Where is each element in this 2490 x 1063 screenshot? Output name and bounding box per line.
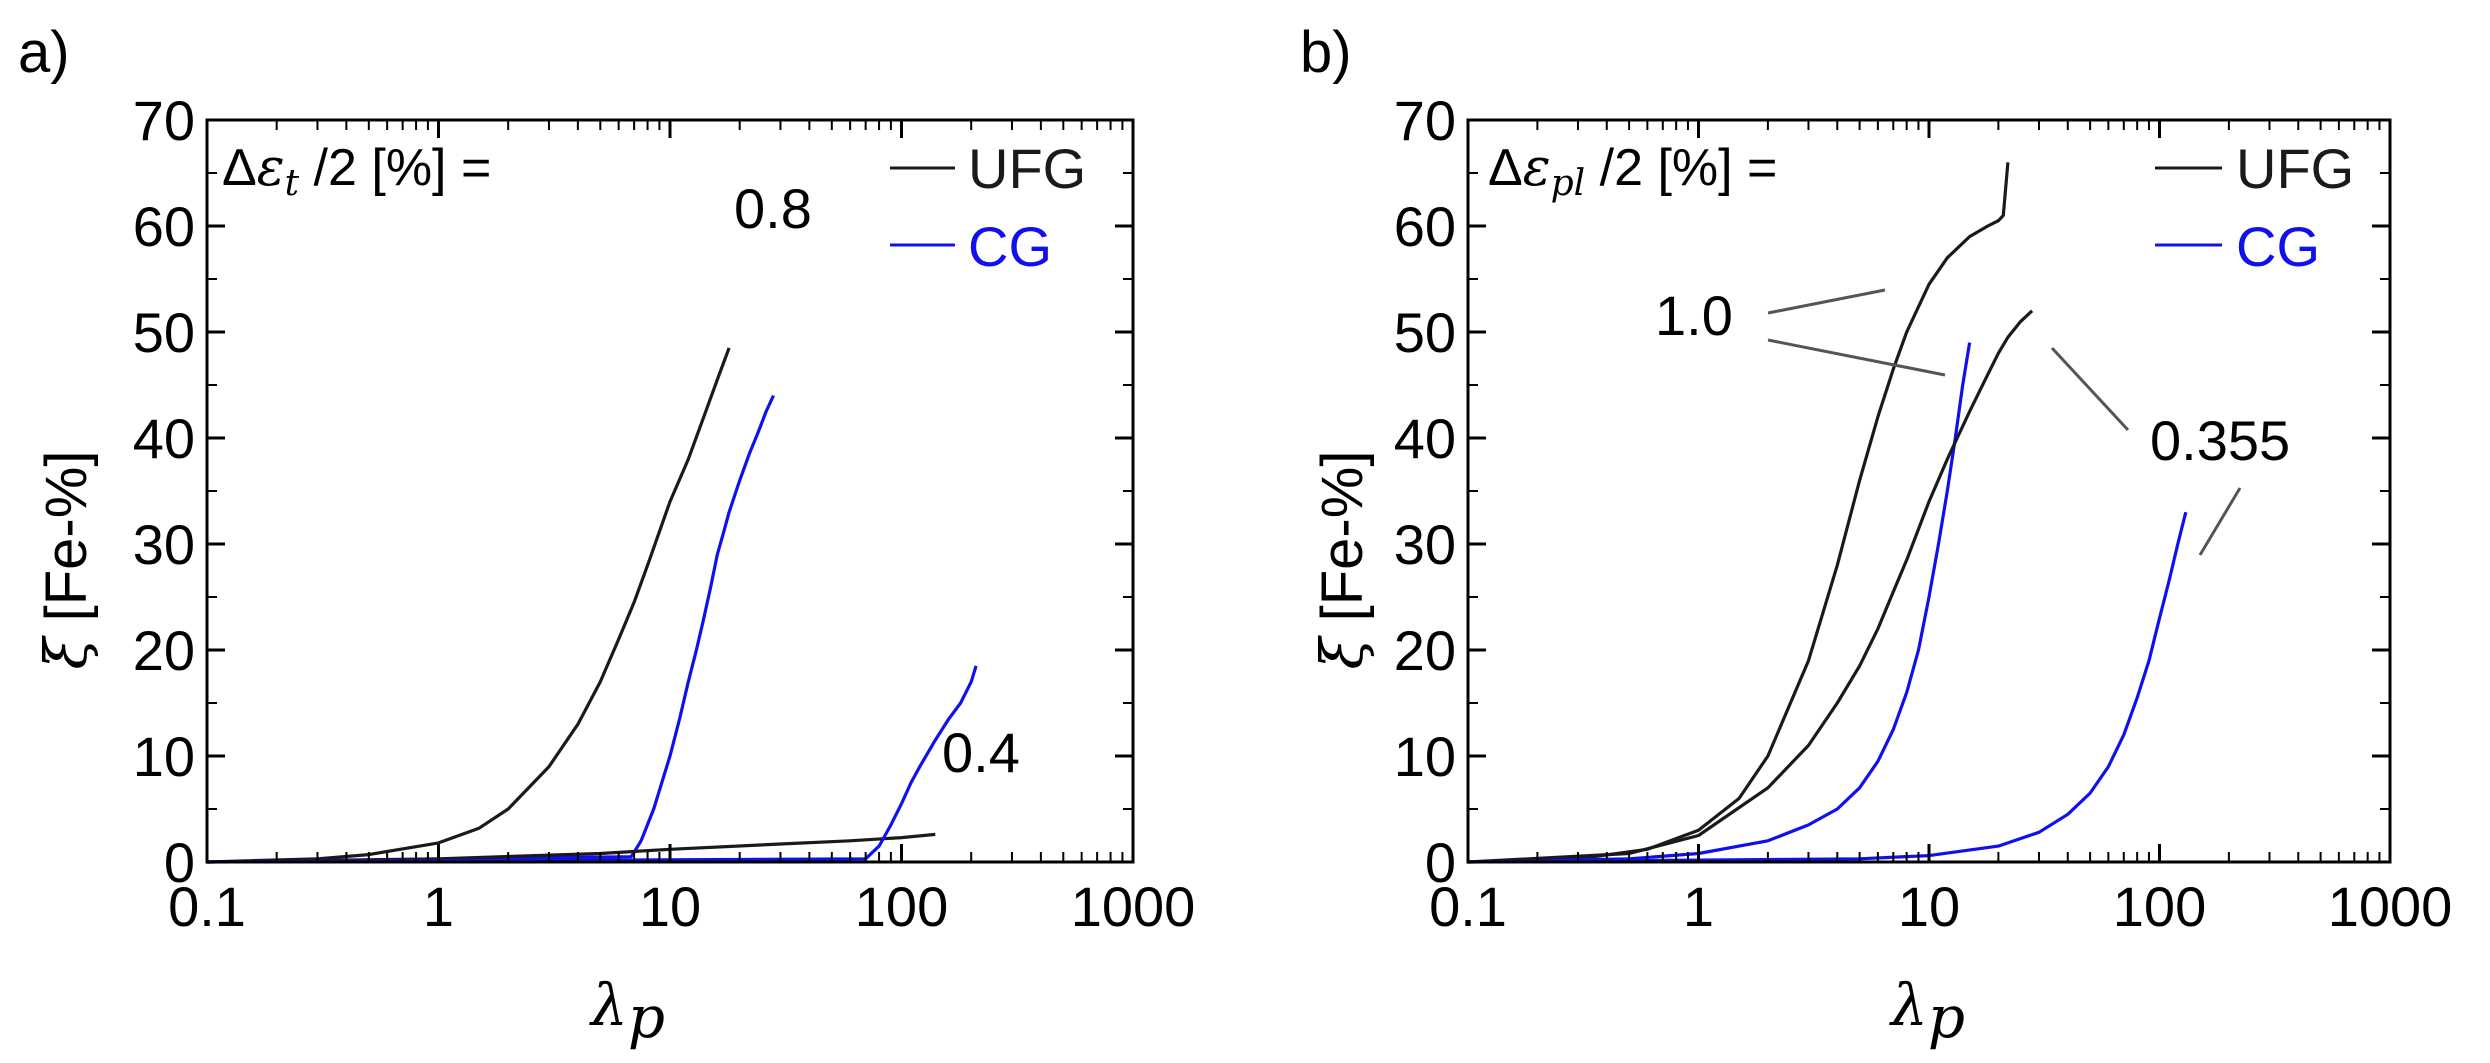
panel-b-x-axis-symbol: λ [1889, 971, 1928, 1039]
panel-a-strain-suffix: /2 [%] = [299, 139, 491, 197]
panel-a-x-tick-label: 1 [423, 875, 454, 938]
panel-b-x-axis-subscript: p [1928, 983, 1965, 1051]
panel-b-x-tick-label: 0.1 [1429, 875, 1507, 938]
panel-b-legend-ufg-label: UFG [2236, 137, 2354, 200]
panel-a-series-cg-0-8 [206, 394, 775, 864]
panel-a-y-axis-unit: [Fe-%] [34, 451, 99, 638]
panel-a-x-axis-symbol: λ [589, 971, 628, 1039]
panel-b: b) 0.1 1 10 100 1000 0 10 20 30 40 50 60 70 UFG CG Δ… [1300, 20, 2452, 1051]
panel-b-y-tick-label: 30 [1394, 513, 1456, 576]
panel-a-series-cg-0-4 [206, 665, 978, 864]
panel-b-x-axis-title: λp [1889, 971, 1965, 1051]
panel-a-y-tick-label: 30 [133, 513, 195, 576]
panel-b-y-axis-unit: [Fe-%] [1310, 451, 1375, 638]
panel-a-x-tick-label: 1000 [1071, 875, 1196, 938]
panel-b-annotation-0-355-group: 0.355 [2050, 346, 2290, 556]
panel-a-legend-cg-label: CG [968, 215, 1052, 278]
panel-b-legend: UFG CG [2155, 137, 2354, 278]
panel-a-x-tick-label: 100 [855, 875, 948, 938]
panel-b-y-axis-symbol: ξ [1308, 634, 1376, 669]
panel-b-x-tick-label: 10 [1898, 875, 1960, 938]
panel-b-annotation-1-0: 1.0 [1655, 284, 1733, 347]
panel-b-strain-prefix: Δ [1488, 139, 1523, 197]
panel-a-series-ufg-0-8 [206, 347, 731, 864]
panel-a-series-ufg-0-4 [206, 832, 936, 864]
panel-b-x-tick-label: 1000 [2328, 875, 2453, 938]
panel-b-y-tick-label: 0 [1425, 831, 1456, 894]
panel-a-plot-area: 0.1 1 10 100 1000 0 10 20 30 40 50 60 70 [133, 89, 1196, 938]
panel-b-x-tick-label: 1 [1683, 875, 1714, 938]
panel-b-x-tick-label: 100 [2113, 875, 2206, 938]
panel-b-y-tick-label: 50 [1394, 301, 1456, 364]
panel-a-strain-subscript: t [285, 163, 300, 204]
panel-b-strain-subscript: pl [1551, 163, 1586, 204]
panel-a-letter: a) [18, 20, 70, 85]
panel-b-legend-cg-label: CG [2236, 215, 2320, 278]
panel-a-y-tick-label: 10 [133, 725, 195, 788]
panel-b-leader-1-0-cg [1767, 338, 1946, 377]
panel-a-y-tick-label: 60 [133, 195, 195, 258]
panel-a-y-tick-label: 0 [164, 831, 195, 894]
panel-a-x-tick-label: 10 [639, 875, 701, 938]
panel-a-strain-prefix: Δ [222, 139, 257, 197]
panel-b-letter: b) [1300, 20, 1352, 85]
panel-b-y-axis-title: ξ [Fe-%] [1308, 451, 1376, 670]
panel-b-series-ufg-1-0 [1467, 162, 2010, 864]
panel-a-x-axis-title: λp [589, 971, 665, 1051]
panel-b-series-cg-1-0 [1467, 342, 1972, 864]
panel-a-legend: UFG CG [890, 137, 1086, 278]
panel-b-y-tick-label: 10 [1394, 725, 1456, 788]
panel-a-strain-symbol: ε [257, 138, 285, 198]
panel-a-annotation-0-8: 0.8 [734, 177, 812, 240]
panel-a-y-axis-title: ξ [Fe-%] [32, 451, 100, 670]
panel-a-y-tick-label: 20 [133, 619, 195, 682]
panel-a-x-axis-subscript: p [628, 983, 665, 1051]
panel-a-y-axis-symbol: ξ [32, 634, 100, 669]
panel-b-y-tick-label: 20 [1394, 619, 1456, 682]
panel-b-series-ufg-0-355 [1467, 309, 2034, 864]
panel-b-leader-0-355-cg [2198, 487, 2242, 556]
panel-a-y-tick-label: 40 [133, 407, 195, 470]
panel-b-annotation-0-355: 0.355 [2150, 409, 2290, 472]
panel-b-y-tick-label: 60 [1394, 195, 1456, 258]
panel-b-leader-0-355-ufg [2050, 346, 2130, 432]
panel-b-y-tick-label: 40 [1394, 407, 1456, 470]
panel-b-strain-symbol: ε [1523, 138, 1551, 198]
panel-b-strain-suffix: /2 [%] = [1585, 139, 1777, 197]
panel-b-series-cg-0-355 [1467, 511, 2188, 864]
panel-a-strain-label: Δεt /2 [%] = [222, 138, 491, 204]
panel-b-leader-1-0-ufg [1767, 288, 1886, 315]
panel-b-annotation-1-0-group: 1.0 [1655, 284, 1946, 377]
panel-b-strain-label: Δεpl /2 [%] = [1488, 138, 1777, 204]
panel-b-y-tick-label: 70 [1394, 89, 1456, 152]
panel-a-y-tick-label: 50 [133, 301, 195, 364]
panel-b-plot-area: 0.1 1 10 100 1000 0 10 20 30 40 50 60 70 [1394, 89, 2453, 938]
panel-a-y-tick-label: 70 [133, 89, 195, 152]
panel-a-legend-ufg-label: UFG [968, 137, 1086, 200]
panel-a: a) 0.1 1 10 100 1000 0 10 20 30 40 50 60 70 UFG CG Δ… [18, 20, 1195, 1051]
panel-a-x-tick-label: 0.1 [168, 875, 246, 938]
panel-a-annotation-0-4: 0.4 [942, 721, 1020, 784]
